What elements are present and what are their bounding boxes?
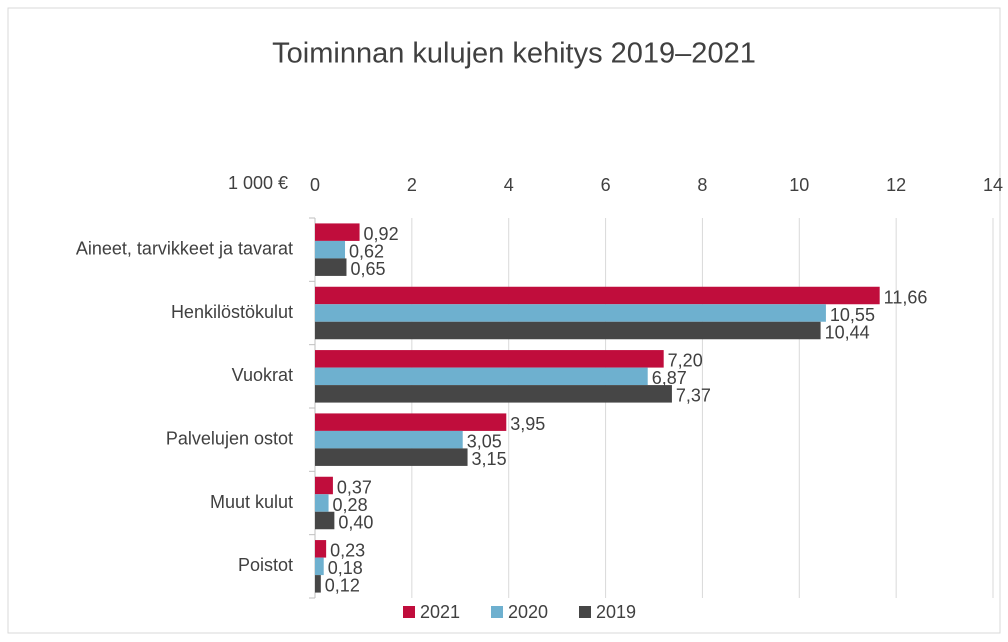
legend-swatch <box>403 606 415 618</box>
bar <box>315 258 347 276</box>
value-label: 0,12 <box>325 576 360 596</box>
value-label: 7,37 <box>676 386 711 406</box>
y-tick-label: Poistot <box>238 555 293 575</box>
bar <box>315 575 321 593</box>
x-tick-label: 10 <box>789 175 809 195</box>
x-tick-label: 6 <box>601 175 611 195</box>
x-tick-label: 4 <box>504 175 514 195</box>
y-tick-label: Palvelujen ostot <box>166 428 293 448</box>
value-label: 0,37 <box>337 477 372 497</box>
y-tick-label: Aineet, tarvikkeet ja tavarat <box>76 238 293 258</box>
bar <box>315 367 648 386</box>
x-tick-label: 12 <box>886 175 906 195</box>
legend-label: 2020 <box>508 602 548 622</box>
bar <box>315 448 468 466</box>
bar <box>315 304 826 322</box>
bar <box>315 413 507 431</box>
value-label: 0,28 <box>333 495 368 515</box>
bar <box>315 321 821 340</box>
value-label: 10,55 <box>830 305 875 325</box>
value-label: 10,44 <box>825 322 870 342</box>
x-tick-label: 14 <box>983 175 1003 195</box>
bar <box>315 223 360 241</box>
value-label: 0,18 <box>328 558 363 578</box>
legend-label: 2019 <box>596 602 636 622</box>
legend-swatch <box>579 606 591 618</box>
bar <box>315 385 672 403</box>
y-tick-label: Henkilöstökulut <box>171 302 293 322</box>
value-label: 0,92 <box>364 224 399 244</box>
value-label: 0,23 <box>330 541 365 561</box>
value-label: 11,66 <box>884 287 928 307</box>
bar <box>315 494 329 512</box>
value-label: 6,87 <box>652 368 687 388</box>
x-tick-label: 0 <box>310 175 320 195</box>
bar <box>315 430 463 449</box>
value-label: 0,65 <box>350 259 385 279</box>
axis-unit-label: 1 000 € <box>228 173 288 193</box>
chart-title: Toiminnan kulujen kehitys 2019–2021 <box>272 38 756 70</box>
x-tick-label: 8 <box>697 175 707 195</box>
value-label: 0,40 <box>338 512 373 532</box>
bar <box>315 240 346 259</box>
value-label: 0,62 <box>349 241 384 261</box>
bar <box>315 350 664 368</box>
bar <box>315 557 324 576</box>
legend-label: 2021 <box>420 602 460 622</box>
bar <box>315 511 335 530</box>
bar <box>315 286 880 305</box>
y-tick-label: Vuokrat <box>232 365 293 385</box>
x-tick-label: 2 <box>407 175 417 195</box>
value-label: 3,95 <box>510 414 545 434</box>
legend-swatch <box>491 606 503 618</box>
value-label: 3,05 <box>467 431 502 451</box>
value-label: 3,15 <box>472 449 507 469</box>
value-label: 7,20 <box>668 351 703 371</box>
y-tick-label: Muut kulut <box>210 492 293 512</box>
bar <box>315 476 333 495</box>
bar <box>315 540 327 558</box>
